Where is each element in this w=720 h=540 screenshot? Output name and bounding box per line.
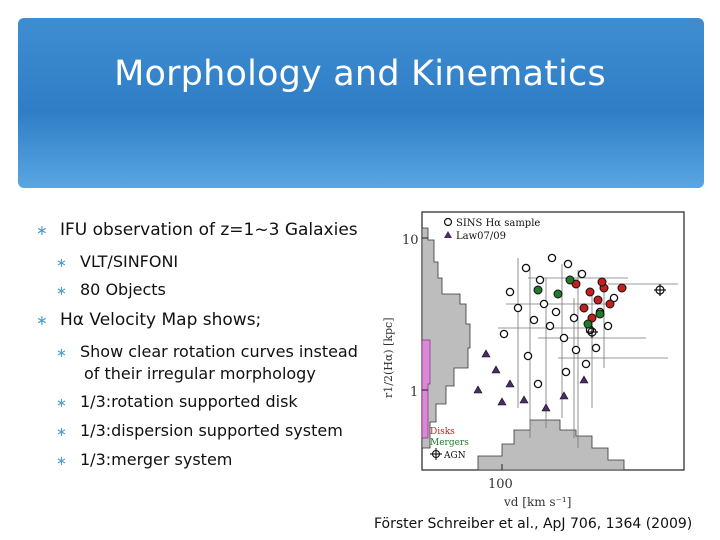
sub-bullet: ∗ 80 Objects: [56, 280, 166, 299]
merger-points: [533, 275, 605, 329]
y-tick-label-1: 1: [410, 385, 418, 400]
title-band: [18, 18, 704, 188]
bullet-text: Hα Velocity Map shows;: [60, 310, 262, 330]
law-points: [473, 349, 589, 412]
bullet-star-icon: ∗: [56, 284, 67, 299]
y-histogram: [421, 227, 471, 449]
sub-bullet-text: 80 Objects: [80, 280, 166, 299]
x-tick-label-100: 100: [488, 477, 513, 492]
bullet-star-icon: ∗: [36, 313, 48, 329]
sub-bullet: ∗ 1/3:rotation supported disk: [56, 392, 298, 411]
sub-bullet-text: Show clear rotation curves instead: [80, 342, 358, 361]
y-histogram-law: [421, 339, 431, 439]
legend-sins-label: SINS Hα sample: [456, 218, 540, 229]
legend-mergers-label: Mergers: [430, 438, 469, 448]
legend-law-label: Law07/09: [456, 231, 506, 242]
sub-bullet: ∗ VLT/SINFONI: [56, 252, 178, 271]
sub-bullet-continuation: of their irregular morphology: [84, 364, 316, 383]
scatter-figure: SINS Hα sample Law07/09 Disks Mergers AG…: [382, 211, 685, 509]
disk-points: [571, 277, 627, 323]
legend-disks-label: Disks: [430, 427, 455, 437]
citation-caption: Förster Schreiber et al., ApJ 706, 1364 …: [374, 516, 693, 532]
sub-bullet-text: VLT/SINFONI: [80, 252, 179, 271]
sub-bullet: ∗ 1/3:dispersion supported system: [56, 421, 343, 440]
legend-agn-icon: [430, 448, 442, 460]
sub-bullet-text: 1/3:dispersion supported system: [80, 421, 343, 440]
slide-title: Morphology and Kinematics: [114, 54, 606, 94]
sub-bullet-text: 1/3:merger system: [80, 450, 233, 469]
bullet-halpha: ∗ Hα Velocity Map shows;: [36, 310, 261, 330]
bullet-star-icon: ∗: [36, 223, 48, 239]
bullet-star-icon: ∗: [56, 396, 67, 411]
bullet-star-icon: ∗: [56, 256, 67, 271]
agn-points: [586, 284, 666, 338]
legend-law-marker: [444, 231, 452, 238]
legend-agn-label: AGN: [443, 451, 466, 461]
x-axis-label: vd [km s⁻¹]: [503, 495, 571, 509]
sub-bullet: ∗ Show clear rotation curves instead: [56, 342, 358, 361]
bullet-star-icon: ∗: [56, 425, 67, 440]
bullet-ifu: ∗ IFU observation of z=1~3 Galaxies: [36, 220, 358, 240]
y-axis-label: r1/2(Hα) [kpc]: [382, 317, 395, 398]
sub-bullet-text: 1/3:rotation supported disk: [80, 392, 298, 411]
y-tick-label-10: 10: [402, 233, 419, 248]
bullet-star-icon: ∗: [56, 346, 67, 361]
bullet-text: IFU observation of z=1~3 Galaxies: [60, 220, 358, 240]
bullet-star-icon: ∗: [56, 454, 67, 469]
legend-sins-marker: [443, 217, 453, 227]
sub-bullet: ∗ 1/3:merger system: [56, 450, 232, 469]
x-histogram: [477, 419, 625, 471]
